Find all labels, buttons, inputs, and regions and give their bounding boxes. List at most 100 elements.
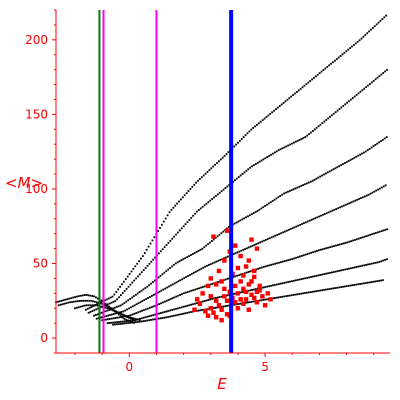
data-point xyxy=(357,265,360,268)
data-point xyxy=(91,310,94,312)
data-point xyxy=(242,136,245,138)
data-point xyxy=(169,239,172,242)
data-point xyxy=(57,300,59,303)
data-point xyxy=(188,219,191,221)
data-point xyxy=(353,266,356,269)
data-point xyxy=(227,151,230,154)
data-point xyxy=(292,294,295,296)
data-point xyxy=(211,298,214,300)
data-point xyxy=(114,321,117,324)
data-point xyxy=(179,294,181,296)
data-point xyxy=(224,305,227,308)
data-point xyxy=(218,296,221,298)
data-point xyxy=(180,259,183,262)
data-point xyxy=(129,314,132,317)
data-point xyxy=(279,261,282,264)
data-point xyxy=(147,245,150,248)
data-point xyxy=(209,199,212,202)
data-point xyxy=(346,203,349,205)
data-point xyxy=(258,208,261,211)
data-point xyxy=(214,298,219,303)
data-point xyxy=(245,169,248,172)
data-point xyxy=(312,218,315,220)
data-point xyxy=(238,250,241,253)
data-point xyxy=(164,287,167,290)
data-point xyxy=(382,229,385,232)
data-point xyxy=(80,299,83,302)
data-point xyxy=(202,266,205,269)
data-point xyxy=(386,68,388,71)
data-point xyxy=(321,122,324,125)
data-point xyxy=(96,297,99,300)
data-point xyxy=(330,287,333,290)
data-point xyxy=(222,258,227,263)
data-point xyxy=(120,294,122,297)
data-point xyxy=(108,308,111,311)
data-point xyxy=(209,298,212,301)
data-point xyxy=(179,279,182,282)
data-point xyxy=(253,288,255,291)
data-point xyxy=(239,174,242,177)
data-point xyxy=(141,309,143,312)
data-point xyxy=(358,39,361,42)
data-point xyxy=(140,289,143,292)
data-point xyxy=(324,67,327,70)
data-point xyxy=(235,306,241,311)
data-point xyxy=(252,127,255,129)
data-point xyxy=(237,176,240,178)
y-tick-label: 100 xyxy=(25,182,48,196)
data-point xyxy=(133,295,135,298)
data-point xyxy=(105,318,107,321)
data-point xyxy=(192,289,195,292)
data-point xyxy=(165,316,168,319)
data-point xyxy=(245,271,248,274)
data-point xyxy=(131,296,133,299)
data-point xyxy=(268,237,271,240)
data-point xyxy=(293,226,296,229)
data-point xyxy=(356,40,359,43)
data-point xyxy=(114,323,116,326)
data-point xyxy=(338,286,341,289)
data-point xyxy=(306,220,309,223)
data-point xyxy=(215,194,217,197)
data-point xyxy=(233,300,238,305)
data-point xyxy=(260,299,263,302)
data-point xyxy=(361,282,363,285)
data-point xyxy=(144,319,147,322)
data-point xyxy=(251,165,253,168)
data-point xyxy=(364,282,367,284)
data-point xyxy=(201,247,204,250)
data-point xyxy=(368,147,371,150)
data-point xyxy=(197,179,199,182)
data-point xyxy=(157,276,160,279)
data-point xyxy=(60,299,63,302)
data-point xyxy=(279,148,282,151)
data-point xyxy=(200,286,202,289)
data-point xyxy=(362,35,365,38)
data-point xyxy=(310,131,312,134)
data-point xyxy=(367,234,370,237)
data-point xyxy=(256,210,259,212)
data-point xyxy=(121,316,124,319)
data-point xyxy=(153,279,156,282)
data-point xyxy=(191,253,194,255)
data-point xyxy=(327,117,329,120)
data-point xyxy=(108,308,111,310)
data-point xyxy=(347,48,350,51)
data-point xyxy=(131,313,134,316)
data-point xyxy=(192,303,195,306)
data-point xyxy=(334,111,337,114)
data-point xyxy=(302,277,305,280)
data-point xyxy=(117,311,120,314)
data-point xyxy=(270,284,272,287)
data-point xyxy=(211,310,216,315)
data-point xyxy=(190,254,192,256)
data-point xyxy=(301,223,303,225)
data-point xyxy=(125,320,128,322)
data-point xyxy=(108,302,111,305)
data-point xyxy=(210,167,213,170)
data-point xyxy=(116,321,118,324)
data-point xyxy=(306,276,309,279)
data-point xyxy=(267,202,270,205)
data-point xyxy=(313,275,316,278)
